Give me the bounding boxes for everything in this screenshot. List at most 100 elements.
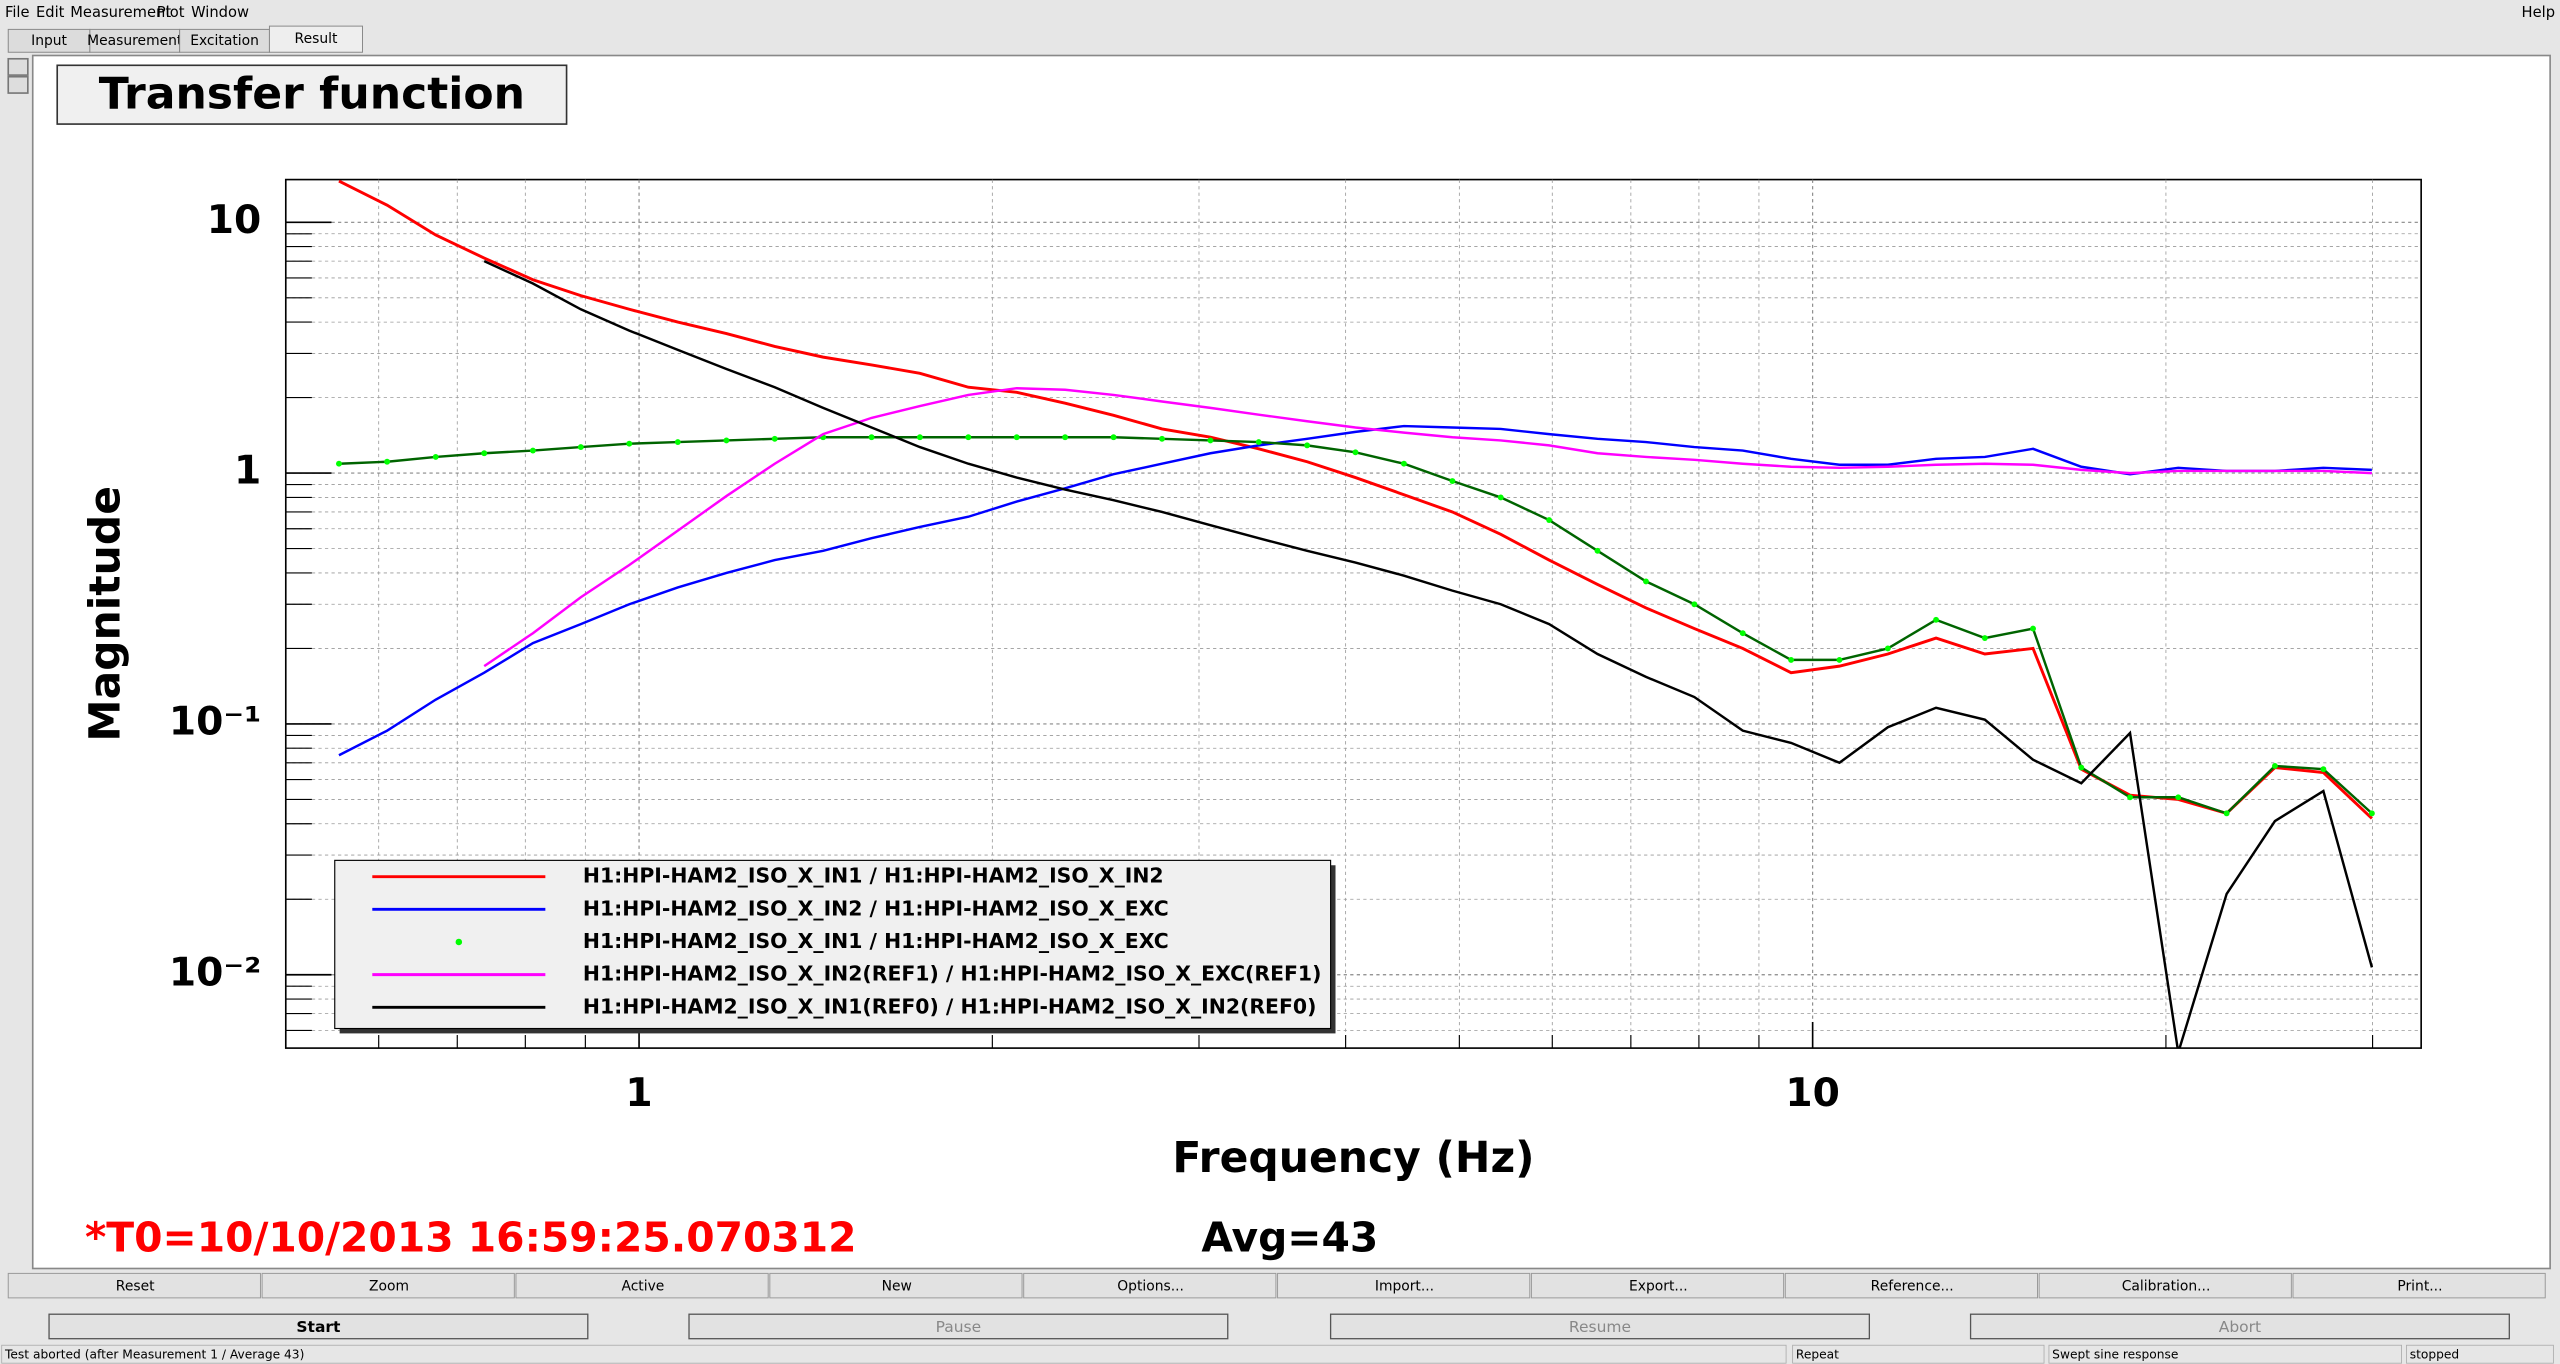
legend-marker (455, 938, 463, 946)
avg-label: Avg=43 (1201, 1214, 1378, 1262)
status-field (1792, 1344, 2045, 1364)
t0-label: *T0=10/10/2013 16:59:25.070312 (85, 1214, 857, 1262)
x-tick-label: 10 (1785, 1071, 1840, 1116)
series-marker (336, 460, 342, 467)
menu-item[interactable]: Edit (36, 4, 65, 21)
menu-item[interactable]: Plot (157, 4, 185, 21)
series-marker (1691, 601, 1698, 608)
status-text: Test aborted (after Measurement 1 / Aver… (4, 1348, 304, 1362)
series-marker (481, 450, 488, 457)
status-field (2048, 1344, 2402, 1364)
legend-label: H1:HPI-HAM2_ISO_X_IN1 / H1:HPI-HAM2_ISO_… (583, 929, 1169, 953)
toolbar-button[interactable] (769, 1272, 1023, 1299)
menu-item[interactable]: File (5, 4, 30, 21)
menu-item[interactable]: Window (191, 4, 249, 21)
series-marker (1304, 442, 1311, 449)
toolbar-button[interactable] (1530, 1272, 1785, 1299)
series-marker (2223, 810, 2230, 817)
toolbar-button-label[interactable]: New (882, 1278, 912, 1294)
toolbar-button[interactable] (261, 1272, 515, 1299)
series-line (338, 179, 2373, 820)
y-tick-label: 10⁻² (169, 950, 261, 995)
series-marker (2175, 794, 2182, 801)
series-marker (529, 447, 536, 454)
menu-item[interactable]: Measurement (70, 4, 171, 21)
series-marker (1207, 437, 1214, 444)
x-tick-label: 1 (625, 1071, 652, 1116)
control-button-label[interactable]: Abort (2219, 1318, 2261, 1336)
series-marker (1449, 478, 1456, 484)
series-marker (577, 444, 584, 451)
series-marker (868, 434, 875, 441)
menu-bar (0, 0, 2560, 25)
scroll-up[interactable] (7, 57, 29, 76)
series-marker (1013, 434, 1020, 441)
y-tick-label: 10 (207, 198, 262, 243)
toolbar-button[interactable] (1784, 1272, 2038, 1299)
series-marker (626, 440, 633, 447)
status-field (1, 1344, 1787, 1364)
tab-label[interactable]: Measurement (87, 33, 183, 49)
series-marker (1401, 460, 1407, 467)
series-marker (1546, 517, 1553, 523)
control-button-label[interactable]: Resume (1569, 1318, 1631, 1336)
title-box (56, 64, 568, 125)
toolbar-button-label[interactable]: Active (621, 1278, 664, 1294)
toolbar-button-label[interactable]: Export... (1629, 1278, 1688, 1294)
menu-item[interactable]: Help (2522, 4, 2555, 21)
toolbar-button-label[interactable]: Reference... (1871, 1278, 1954, 1294)
toolbar-button[interactable] (2292, 1272, 2546, 1299)
series-marker (2272, 763, 2278, 769)
series-marker (1497, 494, 1504, 501)
toolbar-button-label[interactable]: Options... (1117, 1278, 1184, 1294)
series-marker (1352, 449, 1359, 456)
legend-label: H1:HPI-HAM2_ISO_X_IN1(REF0) / H1:HPI-HAM… (583, 994, 1317, 1018)
toolbar-button[interactable] (2038, 1272, 2292, 1299)
toolbar-button-label[interactable]: Print... (2397, 1278, 2442, 1294)
panel-title: Transfer function (99, 68, 525, 119)
tab-label[interactable]: Result (295, 31, 338, 47)
toolbar-button[interactable] (7, 1272, 261, 1299)
toolbar-button[interactable] (1023, 1272, 1277, 1299)
series-marker (1981, 635, 1988, 641)
x-axis-label: Frequency (Hz) (1172, 1134, 1534, 1183)
series-marker (723, 437, 730, 444)
legend-label: H1:HPI-HAM2_ISO_X_IN2 / H1:HPI-HAM2_ISO_… (583, 896, 1169, 920)
toolbar-button-label[interactable]: Calibration... (2122, 1278, 2211, 1294)
series-line (338, 424, 2372, 757)
series-marker (1594, 547, 1601, 554)
legend-label: H1:HPI-HAM2_ISO_X_IN2(REF1) / H1:HPI-HAM… (583, 962, 1322, 986)
control-button[interactable] (1969, 1313, 2510, 1340)
series-marker (2127, 794, 2133, 801)
series-marker (384, 458, 391, 465)
toolbar-button[interactable] (515, 1272, 769, 1299)
series-marker (1739, 630, 1746, 637)
control-button[interactable] (48, 1313, 589, 1340)
series-line (483, 386, 2372, 668)
tab-label[interactable]: Input (31, 33, 67, 49)
legend-label: H1:HPI-HAM2_ISO_X_IN1 / H1:HPI-HAM2_ISO_… (583, 864, 1164, 888)
toolbar-button-label[interactable]: Reset (116, 1278, 155, 1294)
series-marker (2368, 810, 2375, 817)
control-button-label[interactable]: Pause (936, 1318, 982, 1336)
toolbar-button[interactable] (1277, 1272, 1531, 1299)
series-marker (1110, 434, 1117, 441)
series-marker (2078, 764, 2085, 771)
control-button-label[interactable]: Start (296, 1318, 341, 1336)
scroll-down[interactable] (7, 75, 29, 94)
status-field (2406, 1344, 2554, 1364)
y-tick-label: 1 (234, 449, 261, 494)
series-marker (916, 434, 923, 441)
series-marker (1933, 616, 1940, 623)
y-tick-label: 10⁻¹ (169, 699, 261, 744)
toolbar-button-label[interactable]: Import... (1375, 1278, 1434, 1294)
tab-label[interactable]: Excitation (190, 33, 259, 49)
control-button[interactable] (1329, 1313, 1871, 1340)
tab[interactable] (268, 25, 363, 53)
series-line (483, 260, 2374, 1049)
series-marker (432, 454, 439, 460)
toolbar-button-label[interactable]: Zoom (369, 1278, 409, 1294)
control-button[interactable] (688, 1313, 1229, 1340)
